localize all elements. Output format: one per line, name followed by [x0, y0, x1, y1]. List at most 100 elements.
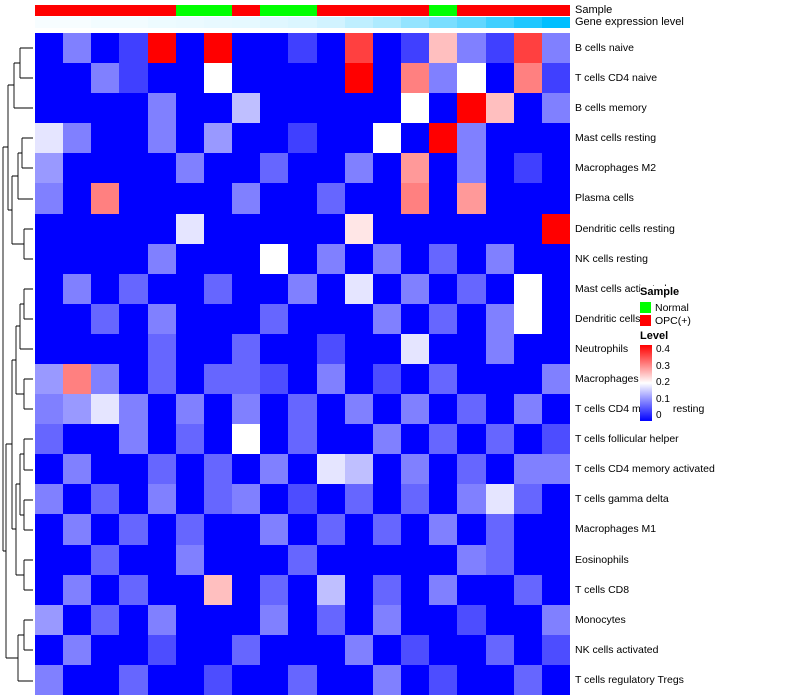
heatmap-cell: [513, 93, 542, 124]
heatmap-cell: [119, 514, 148, 545]
row-label: B cells naive: [575, 42, 634, 55]
heatmap-cell: [485, 544, 514, 575]
heatmap-cell: [63, 153, 92, 184]
heatmap-cell: [429, 604, 458, 635]
heatmap-cell: [401, 123, 430, 154]
heatmap-cell: [119, 33, 148, 64]
heatmap-cell: [288, 213, 317, 244]
heatmap-cell: [288, 153, 317, 184]
heatmap-cell: [288, 123, 317, 154]
heatmap-cell: [63, 424, 92, 455]
heatmap-cell: [485, 33, 514, 64]
heatmap-grid: [35, 33, 570, 695]
heatmap-cell: [175, 664, 204, 695]
heatmap-cell: [429, 63, 458, 94]
heatmap-cell: [541, 63, 570, 94]
row-label: Plasma cells: [575, 192, 634, 205]
heatmap-cell: [429, 454, 458, 485]
heatmap-cell: [316, 364, 345, 395]
legend-item-opc-label: OPC(+): [655, 314, 691, 327]
heatmap-cell: [541, 364, 570, 395]
heatmap-cell: [260, 153, 289, 184]
heatmap-cell: [344, 634, 373, 665]
heatmap-cell: [91, 33, 120, 64]
heatmap-cell: [372, 183, 402, 214]
heatmap-cell: [344, 333, 373, 364]
heatmap-cell: [457, 243, 486, 274]
heatmap-cell: [513, 514, 542, 545]
heatmap-cell: [119, 484, 148, 515]
heatmap-cell: [147, 153, 176, 184]
heatmap-cell: [485, 514, 514, 545]
heatmap-cell: [513, 243, 542, 274]
heatmap-cell: [232, 273, 261, 304]
sample-annotation-label: Sample: [575, 4, 613, 16]
legend-item-opc: OPC(+): [640, 314, 691, 327]
heatmap-cell: [175, 153, 204, 184]
heatmap-cell: [63, 604, 92, 635]
heatmap-cell: [485, 243, 514, 274]
heatmap-cell: [119, 303, 148, 334]
sample-annotation-bar: [35, 5, 570, 16]
heatmap-cell: [63, 93, 92, 124]
heatmap-cell: [91, 63, 120, 94]
heatmap-cell: [91, 213, 120, 244]
heatmap-cell: [485, 63, 514, 94]
heatmap-cell: [232, 333, 261, 364]
heatmap-cell: [429, 664, 458, 695]
heatmap-cell: [372, 63, 402, 94]
heatmap-cell: [63, 484, 92, 515]
heatmap-cell: [429, 394, 458, 425]
heatmap-cell: [513, 303, 542, 334]
heatmap-cell: [232, 604, 261, 635]
heatmap-cell: [63, 664, 92, 695]
heatmap-cell: [147, 604, 176, 635]
legend-item-normal-label: Normal: [655, 301, 689, 314]
heatmap-cell: [232, 63, 261, 94]
heatmap-cell: [119, 574, 148, 605]
heatmap-cell: [147, 544, 176, 575]
heatmap-cell: [429, 123, 458, 154]
heatmap-cell: [63, 33, 92, 64]
heatmap-cell: [485, 484, 514, 515]
heatmap-cell: [63, 183, 92, 214]
heatmap-cell: [91, 484, 120, 515]
heatmap-cell: [119, 63, 148, 94]
heatmap-cell: [232, 213, 261, 244]
heatmap-cell: [119, 544, 148, 575]
heatmap-cell: [485, 93, 514, 124]
heatmap-cell: [119, 213, 148, 244]
heatmap-cell: [147, 574, 176, 605]
heatmap-cell: [35, 93, 64, 124]
heatmap-cell: [485, 664, 514, 695]
heatmap-cell: [91, 454, 120, 485]
heatmap-cell: [232, 153, 261, 184]
sample-annotation-cell: [316, 5, 345, 16]
heatmap-cell: [147, 273, 176, 304]
heatmap-cell: [119, 394, 148, 425]
gene-expression-annotation-cell: [260, 17, 289, 28]
heatmap-cell: [372, 333, 402, 364]
heatmap-cell: [288, 364, 317, 395]
row-label: T cells CD4 memory activated: [575, 463, 715, 476]
heatmap-cell: [316, 93, 345, 124]
heatmap-cell: [344, 574, 373, 605]
heatmap-cell: [401, 574, 430, 605]
heatmap-cell: [457, 514, 486, 545]
heatmap-cell: [175, 514, 204, 545]
heatmap-cell: [91, 424, 120, 455]
heatmap-cell: [147, 213, 176, 244]
heatmap-cell: [401, 514, 430, 545]
heatmap-cell: [203, 243, 233, 274]
heatmap-cell: [288, 514, 317, 545]
heatmap-cell: [541, 574, 570, 605]
gene-expression-annotation-cell: [316, 17, 345, 28]
heatmap-cell: [175, 364, 204, 395]
heatmap-cell: [175, 604, 204, 635]
heatmap-cell: [401, 63, 430, 94]
heatmap-cell: [203, 634, 233, 665]
heatmap-cell: [232, 484, 261, 515]
heatmap-cell: [288, 424, 317, 455]
heatmap-cell: [260, 424, 289, 455]
heatmap-cell: [63, 544, 92, 575]
